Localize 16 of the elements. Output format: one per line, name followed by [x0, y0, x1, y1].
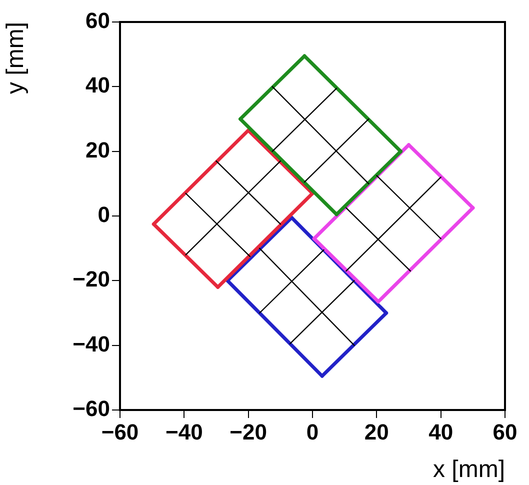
y-tick-label: 0 [98, 202, 110, 228]
y-axis-title: y [mm] [2, 22, 30, 94]
y-tick-label: −20 [72, 266, 110, 292]
x-tick-label: 60 [492, 419, 518, 444]
x-tick-label: 40 [428, 419, 454, 444]
y-tick-label: 40 [86, 72, 110, 98]
y-tick-label: −40 [72, 331, 110, 356]
y-tick-label: 60 [86, 8, 110, 34]
x-tick-label: −20 [230, 419, 267, 444]
x-axis-title: x [mm] [433, 456, 505, 484]
x-tick-label: −40 [166, 419, 203, 444]
x-tick-label: −60 [101, 419, 139, 444]
y-tick-label: −60 [72, 396, 110, 422]
y-tick-label: 20 [86, 137, 110, 162]
x-tick-label: 20 [364, 419, 389, 444]
x-tick-label: 0 [306, 419, 319, 444]
